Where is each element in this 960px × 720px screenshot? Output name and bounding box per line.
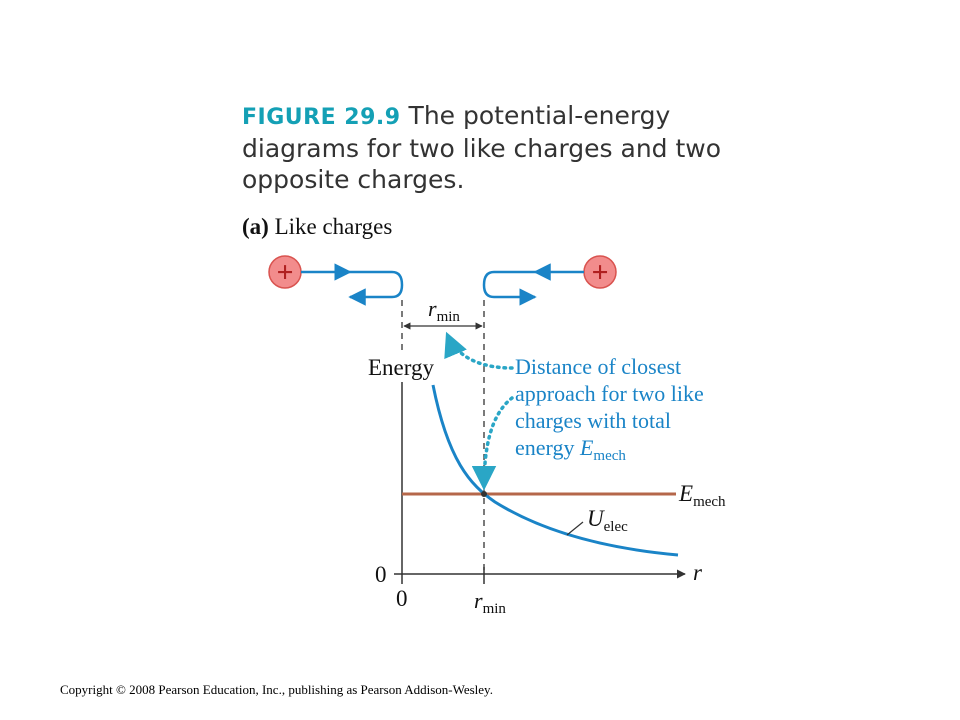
right-charge: + (583, 255, 617, 289)
zero-y-label: 0 (375, 562, 387, 587)
uelec-label: Uelec (587, 506, 628, 535)
figure-caption: FIGURE 29.9 The potential-energy diagrams… (242, 100, 722, 195)
figure-caption-text: The potential-energy diagrams for two li… (242, 101, 722, 194)
copyright-notice: Copyright © 2008 Pearson Education, Inc.… (60, 682, 493, 697)
right-charge-turnaround-path (482, 270, 537, 306)
intersection-point (481, 491, 487, 497)
rmin-top-label: rmin (428, 296, 460, 325)
dotted-arrow-to-intersection (471, 396, 514, 491)
uelec-curve (431, 384, 679, 557)
uelec-leader-line (566, 521, 584, 536)
panel-letter: (a) (242, 214, 269, 239)
annotation-line-2: approach for two like (515, 381, 704, 406)
panel-label: (a) Like charges (242, 214, 392, 240)
annotation-line-4: energy Emech (515, 435, 626, 464)
dotted-arrow-to-rmin (444, 331, 514, 370)
left-charge: + (268, 255, 302, 289)
closest-approach-annotation: Distance of closest approach for two lik… (515, 354, 704, 464)
annotation-line-1: Distance of closest (515, 354, 681, 379)
emech-label: Emech (678, 481, 726, 510)
annotation-line-3: charges with total (515, 408, 671, 433)
zero-x-label: 0 (396, 586, 408, 611)
left-charge-turnaround-path (348, 270, 404, 306)
r-axis-label: r (693, 560, 703, 585)
right-charge-sign: + (591, 256, 608, 289)
left-charge-sign: + (276, 256, 293, 289)
energy-axis-label: Energy (368, 355, 435, 380)
rmin-bottom-label: rmin (474, 588, 506, 617)
figure-label: FIGURE 29.9 (242, 105, 401, 130)
panel-title: Like charges (274, 214, 393, 239)
